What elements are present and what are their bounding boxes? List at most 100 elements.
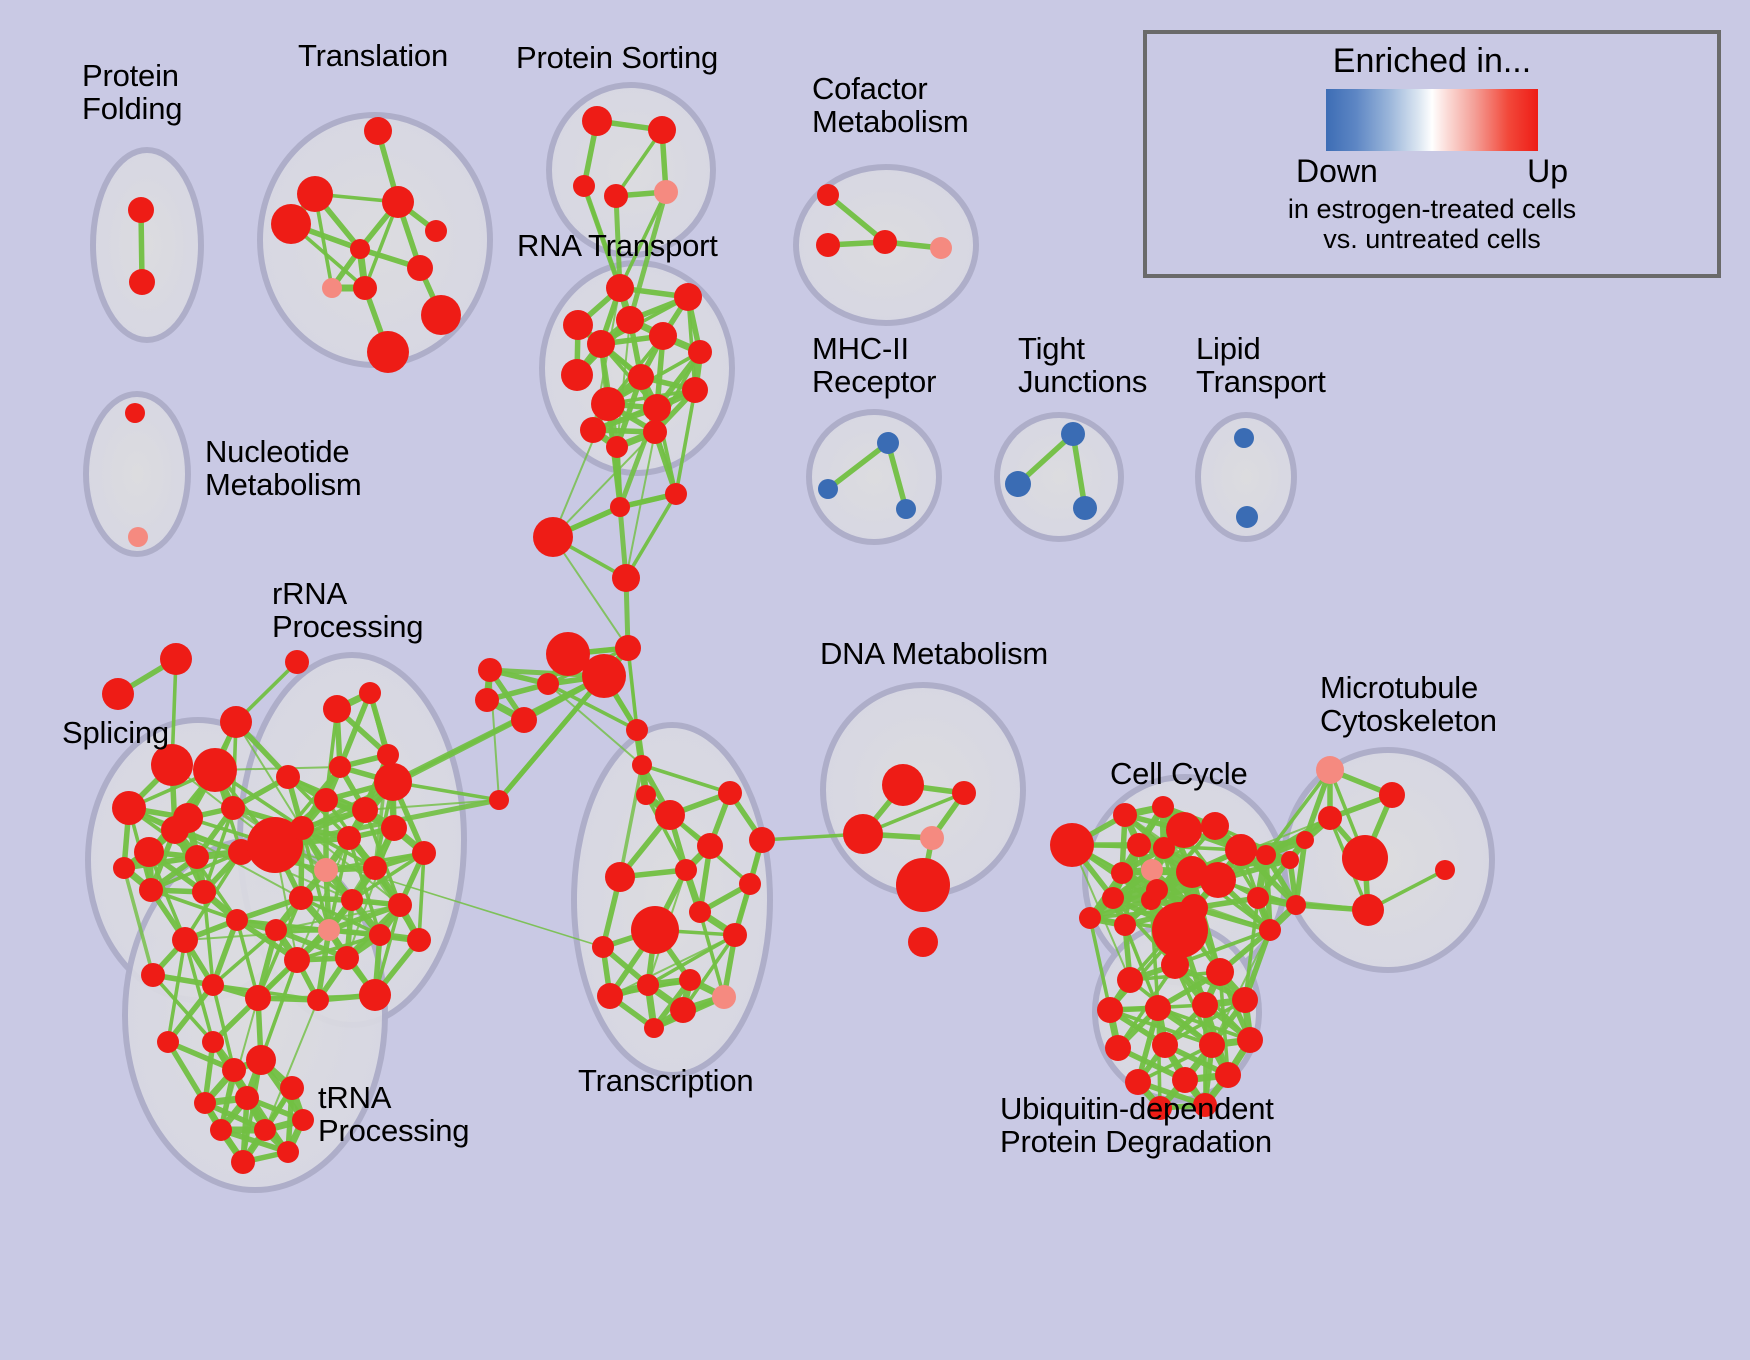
network-node[interactable] bbox=[688, 340, 712, 364]
network-node[interactable] bbox=[952, 781, 976, 805]
network-node[interactable] bbox=[280, 1076, 304, 1100]
network-node[interactable] bbox=[192, 880, 216, 904]
network-node[interactable] bbox=[533, 517, 573, 557]
network-node[interactable] bbox=[314, 858, 338, 882]
network-node[interactable] bbox=[425, 220, 447, 242]
network-node[interactable] bbox=[1232, 987, 1258, 1013]
network-node[interactable] bbox=[194, 1092, 216, 1114]
network-node[interactable] bbox=[1206, 958, 1234, 986]
network-node[interactable] bbox=[580, 417, 606, 443]
network-node[interactable] bbox=[478, 658, 502, 682]
network-node[interactable] bbox=[128, 527, 148, 547]
network-node[interactable] bbox=[113, 857, 135, 879]
network-node[interactable] bbox=[363, 856, 387, 880]
network-node[interactable] bbox=[643, 394, 671, 422]
network-node[interactable] bbox=[290, 816, 314, 840]
network-node[interactable] bbox=[335, 946, 359, 970]
network-node[interactable] bbox=[582, 654, 626, 698]
network-node[interactable] bbox=[489, 790, 509, 810]
network-node[interactable] bbox=[226, 909, 248, 931]
network-node[interactable] bbox=[220, 706, 252, 738]
network-node[interactable] bbox=[359, 682, 381, 704]
network-node[interactable] bbox=[632, 755, 652, 775]
network-node[interactable] bbox=[1193, 1093, 1217, 1117]
network-node[interactable] bbox=[654, 180, 678, 204]
network-node[interactable] bbox=[749, 827, 775, 853]
network-node[interactable] bbox=[337, 826, 361, 850]
network-node[interactable] bbox=[202, 1031, 224, 1053]
network-node[interactable] bbox=[128, 197, 154, 223]
network-node[interactable] bbox=[222, 1058, 246, 1082]
network-node[interactable] bbox=[818, 479, 838, 499]
network-node[interactable] bbox=[352, 797, 378, 823]
network-node[interactable] bbox=[1236, 506, 1258, 528]
network-node[interactable] bbox=[877, 432, 899, 454]
network-node[interactable] bbox=[563, 310, 593, 340]
network-node[interactable] bbox=[353, 276, 377, 300]
network-node[interactable] bbox=[644, 1018, 664, 1038]
network-node[interactable] bbox=[1117, 967, 1143, 993]
network-node[interactable] bbox=[930, 237, 952, 259]
network-node[interactable] bbox=[277, 1141, 299, 1163]
network-node[interactable] bbox=[920, 826, 944, 850]
network-node[interactable] bbox=[689, 901, 711, 923]
network-node[interactable] bbox=[1166, 812, 1202, 848]
network-node[interactable] bbox=[292, 1109, 314, 1131]
network-node[interactable] bbox=[475, 688, 499, 712]
network-node[interactable] bbox=[675, 859, 697, 881]
network-node[interactable] bbox=[185, 845, 209, 869]
network-node[interactable] bbox=[421, 295, 461, 335]
network-node[interactable] bbox=[628, 364, 654, 390]
network-node[interactable] bbox=[718, 781, 742, 805]
network-node[interactable] bbox=[1172, 1067, 1198, 1093]
network-node[interactable] bbox=[374, 763, 412, 801]
network-node[interactable] bbox=[1201, 812, 1229, 840]
network-node[interactable] bbox=[1125, 1069, 1151, 1095]
network-node[interactable] bbox=[341, 889, 363, 911]
network-node[interactable] bbox=[1050, 823, 1094, 867]
network-node[interactable] bbox=[612, 564, 640, 592]
network-node[interactable] bbox=[318, 919, 340, 941]
network-node[interactable] bbox=[896, 858, 950, 912]
network-node[interactable] bbox=[1073, 496, 1097, 520]
network-node[interactable] bbox=[1342, 835, 1388, 881]
network-node[interactable] bbox=[1256, 845, 1276, 865]
network-node[interactable] bbox=[160, 643, 192, 675]
network-node[interactable] bbox=[723, 923, 747, 947]
network-node[interactable] bbox=[134, 837, 164, 867]
network-node[interactable] bbox=[1192, 992, 1218, 1018]
network-node[interactable] bbox=[682, 377, 708, 403]
network-node[interactable] bbox=[1225, 834, 1257, 866]
network-node[interactable] bbox=[665, 483, 687, 505]
network-node[interactable] bbox=[381, 815, 407, 841]
network-node[interactable] bbox=[314, 788, 338, 812]
network-node[interactable] bbox=[323, 695, 351, 723]
network-node[interactable] bbox=[1281, 851, 1299, 869]
network-node[interactable] bbox=[1318, 806, 1342, 830]
network-node[interactable] bbox=[573, 175, 595, 197]
network-node[interactable] bbox=[587, 330, 615, 358]
network-node[interactable] bbox=[367, 331, 409, 373]
network-node[interactable] bbox=[382, 186, 414, 218]
network-node[interactable] bbox=[221, 796, 245, 820]
network-node[interactable] bbox=[407, 928, 431, 952]
network-node[interactable] bbox=[1237, 1027, 1263, 1053]
network-node[interactable] bbox=[112, 791, 146, 825]
network-node[interactable] bbox=[592, 936, 614, 958]
network-node[interactable] bbox=[1199, 1032, 1225, 1058]
network-node[interactable] bbox=[1114, 914, 1136, 936]
network-node[interactable] bbox=[289, 886, 313, 910]
network-node[interactable] bbox=[582, 106, 612, 136]
network-node[interactable] bbox=[1079, 907, 1101, 929]
network-node[interactable] bbox=[231, 1150, 255, 1174]
network-node[interactable] bbox=[297, 176, 333, 212]
network-node[interactable] bbox=[322, 278, 342, 298]
network-node[interactable] bbox=[1097, 997, 1123, 1023]
network-node[interactable] bbox=[615, 635, 641, 661]
network-node[interactable] bbox=[173, 803, 203, 833]
network-node[interactable] bbox=[102, 678, 134, 710]
network-node[interactable] bbox=[1247, 887, 1269, 909]
network-node[interactable] bbox=[674, 283, 702, 311]
network-node[interactable] bbox=[235, 1086, 259, 1110]
network-node[interactable] bbox=[254, 1119, 276, 1141]
